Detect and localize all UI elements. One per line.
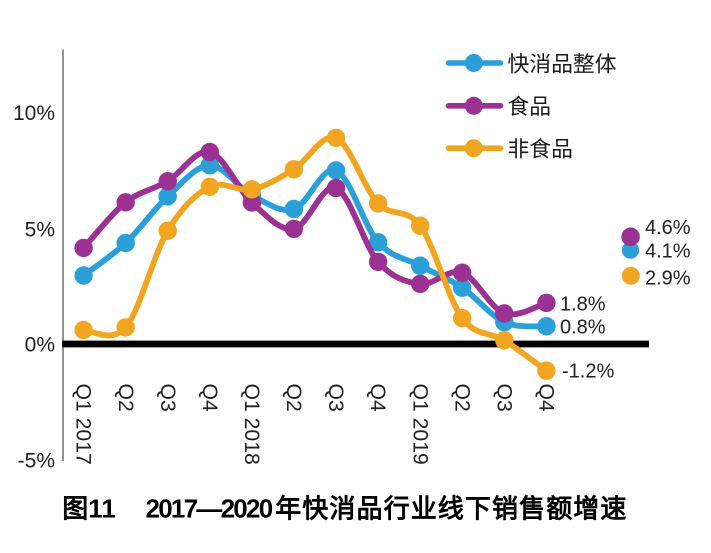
svg-text:5%: 5% xyxy=(25,218,55,241)
svg-text:Q1 2018: Q1 2018 xyxy=(240,384,263,465)
svg-text:2017—2020: 2017—2020 xyxy=(146,494,273,524)
svg-text:Q3: Q3 xyxy=(492,384,515,412)
svg-text:Q2: Q2 xyxy=(282,384,305,412)
svg-text:Q1 2019: Q1 2019 xyxy=(408,384,431,465)
svg-text:非食品: 非食品 xyxy=(508,137,573,162)
svg-text:0%: 0% xyxy=(25,334,55,357)
svg-text:10%: 10% xyxy=(13,102,55,125)
svg-text:-5%: -5% xyxy=(18,450,55,473)
svg-text:Q4: Q4 xyxy=(198,384,221,412)
svg-text:图11: 图11 xyxy=(62,494,116,524)
svg-text:Q4: Q4 xyxy=(535,384,558,412)
svg-text:Q2: Q2 xyxy=(114,384,137,412)
svg-text:2.9%: 2.9% xyxy=(645,267,691,289)
svg-text:-1.2%: -1.2% xyxy=(562,360,614,382)
svg-text:Q3: Q3 xyxy=(156,384,179,412)
svg-text:食品: 食品 xyxy=(508,94,552,119)
svg-text:4.1%: 4.1% xyxy=(645,240,691,262)
svg-text:快消品整体: 快消品整体 xyxy=(508,51,617,76)
svg-text:0.8%: 0.8% xyxy=(560,316,606,338)
svg-text:Q3: Q3 xyxy=(324,384,347,412)
svg-text:Q4: Q4 xyxy=(366,384,389,412)
svg-text:4.6%: 4.6% xyxy=(645,217,691,239)
svg-text:年快消品行业线下销售额增速: 年快消品行业线下销售额增速 xyxy=(275,494,627,524)
svg-text:1.8%: 1.8% xyxy=(560,293,606,315)
svg-text:Q1 2017: Q1 2017 xyxy=(72,384,95,465)
svg-text:Q2: Q2 xyxy=(450,384,473,412)
